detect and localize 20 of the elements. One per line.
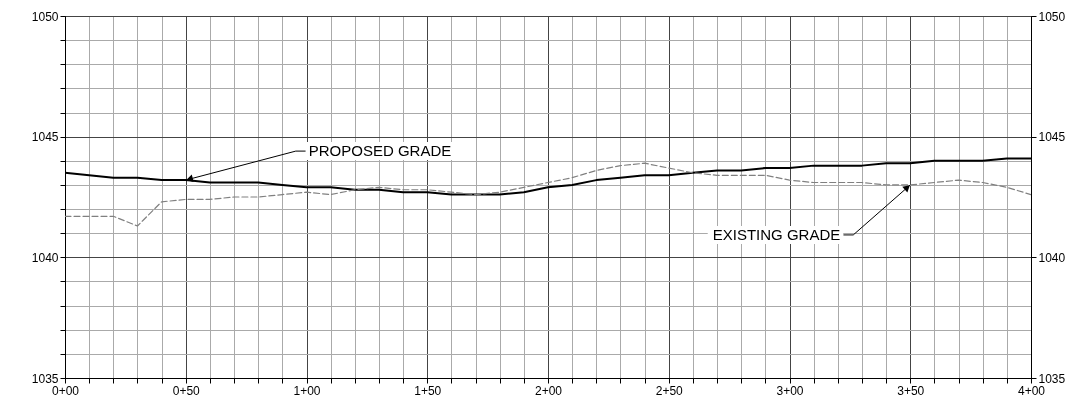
- y2-tick-label: 1040: [1038, 250, 1066, 265]
- x-tick-label: 0+00: [51, 383, 80, 398]
- x-tick-label: 3+50: [897, 383, 925, 398]
- y-tick-label: 1035: [31, 371, 59, 386]
- x-tick-label: 2+00: [534, 383, 563, 398]
- y-tick-label: 1050: [31, 9, 59, 24]
- x-tick-label: 1+50: [414, 383, 442, 398]
- x-tick-label: 2+50: [655, 383, 684, 398]
- x-tick-label: 0+50: [172, 383, 201, 398]
- y2-tick-label: 1050: [1038, 9, 1066, 24]
- y-tick-label: 1045: [31, 130, 59, 145]
- x-tick-label: 3+00: [776, 383, 804, 398]
- annotation: PROPOSED GRADE: [308, 142, 452, 160]
- y-tick-label: 1040: [31, 250, 59, 265]
- y2-tick-label: 1035: [1038, 371, 1066, 386]
- x-tick-label: 1+00: [293, 383, 321, 398]
- line-series: [65, 162, 1031, 227]
- y2-tick-label: 1045: [1038, 130, 1066, 145]
- x-tick-label: 4+00: [1017, 383, 1046, 398]
- annotation: EXISTING GRADE: [712, 225, 841, 243]
